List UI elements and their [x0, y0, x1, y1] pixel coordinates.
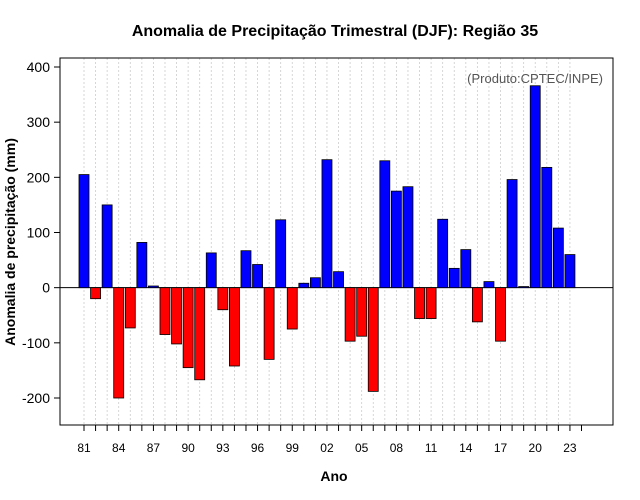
y-tick-label: 300: [27, 114, 51, 130]
bar-1986: [136, 242, 148, 289]
y-tick-label: 400: [27, 59, 51, 75]
bar-1993: [217, 287, 229, 311]
x-tick-label: 81: [77, 441, 91, 455]
bar-1994: [229, 287, 240, 367]
bar-2018: [506, 179, 518, 289]
x-tick-label: 90: [181, 441, 195, 455]
bar-1990: [182, 287, 194, 369]
bar-1997: [263, 287, 275, 360]
grid: [83, 58, 571, 425]
x-tick-label: 23: [563, 441, 577, 455]
x-tick-label: 05: [355, 441, 369, 455]
bar-2016: [483, 281, 495, 289]
y-tick-label: 0: [42, 280, 50, 296]
bar-1983: [101, 204, 113, 289]
y-tick-label: -200: [22, 390, 50, 406]
bar-2011: [425, 287, 437, 319]
x-tick-label: 96: [251, 441, 265, 455]
bar-1981: [78, 174, 90, 289]
bars: [78, 85, 576, 399]
bar-2015: [471, 287, 483, 323]
x-tick-label: 14: [459, 441, 473, 455]
x-tick-label: 08: [390, 441, 404, 455]
x-axis-label: Ano: [320, 468, 347, 484]
bar-2002: [321, 159, 333, 289]
y-axis-label: Anomalia de precipitação (mm): [2, 138, 18, 346]
x-tick-label: 99: [286, 441, 300, 455]
y-tick-label: -100: [22, 335, 50, 351]
bar-1998: [275, 219, 287, 289]
bar-1985: [124, 287, 136, 329]
bar-1995: [240, 250, 252, 289]
bar-2008: [390, 190, 402, 289]
bar-2012: [437, 218, 449, 289]
x-axis: 81 84 87 90 93 96 99 02 05 08 11 14 17 20 23: [77, 425, 583, 455]
x-tick-label: 93: [216, 441, 230, 455]
credit-note: (Produto:CPTEC/INPE): [467, 71, 603, 86]
bar-2020: [529, 85, 541, 289]
bar-2006: [367, 287, 379, 392]
bar-2010: [414, 287, 425, 319]
bar-1984: [113, 287, 125, 399]
bar-2003: [333, 271, 344, 289]
x-tick-label: 20: [529, 441, 543, 455]
x-tick-label: 11: [425, 441, 438, 455]
bar-1991: [194, 287, 206, 381]
bar-1996: [252, 264, 263, 289]
bar-1988: [159, 287, 171, 335]
bar-1982: [90, 287, 101, 300]
bar-1989: [171, 287, 182, 345]
x-tick-label: 84: [112, 441, 126, 455]
chart-title: Anomalia de Precipitação Trimestral (DJF…: [132, 23, 538, 40]
bar-2009: [402, 186, 414, 289]
bar-2014: [460, 249, 472, 289]
bar-2000: [298, 282, 310, 289]
bar-1999: [286, 287, 298, 330]
bar-2001: [309, 277, 321, 289]
y-axis: -200 -100 0 100 200 300 400: [22, 59, 60, 406]
bar-2022: [552, 227, 564, 289]
x-tick-label: 02: [320, 441, 334, 455]
x-tick-label: 17: [494, 441, 508, 455]
bar-2021: [541, 167, 553, 289]
bar-2013: [448, 267, 460, 289]
bar-2007: [379, 160, 391, 289]
bar-2017: [495, 287, 506, 342]
plot-frame: [59, 57, 614, 426]
bar-2023: [564, 254, 576, 289]
x-tick-label: 87: [147, 441, 161, 455]
y-tick-label: 100: [27, 225, 51, 241]
bar-2004: [344, 287, 356, 342]
bar-1987: [148, 285, 159, 289]
y-tick-label: 200: [27, 169, 51, 185]
bar-2005: [356, 287, 368, 337]
bar-2019: [518, 286, 530, 289]
bar-1992: [205, 252, 217, 289]
